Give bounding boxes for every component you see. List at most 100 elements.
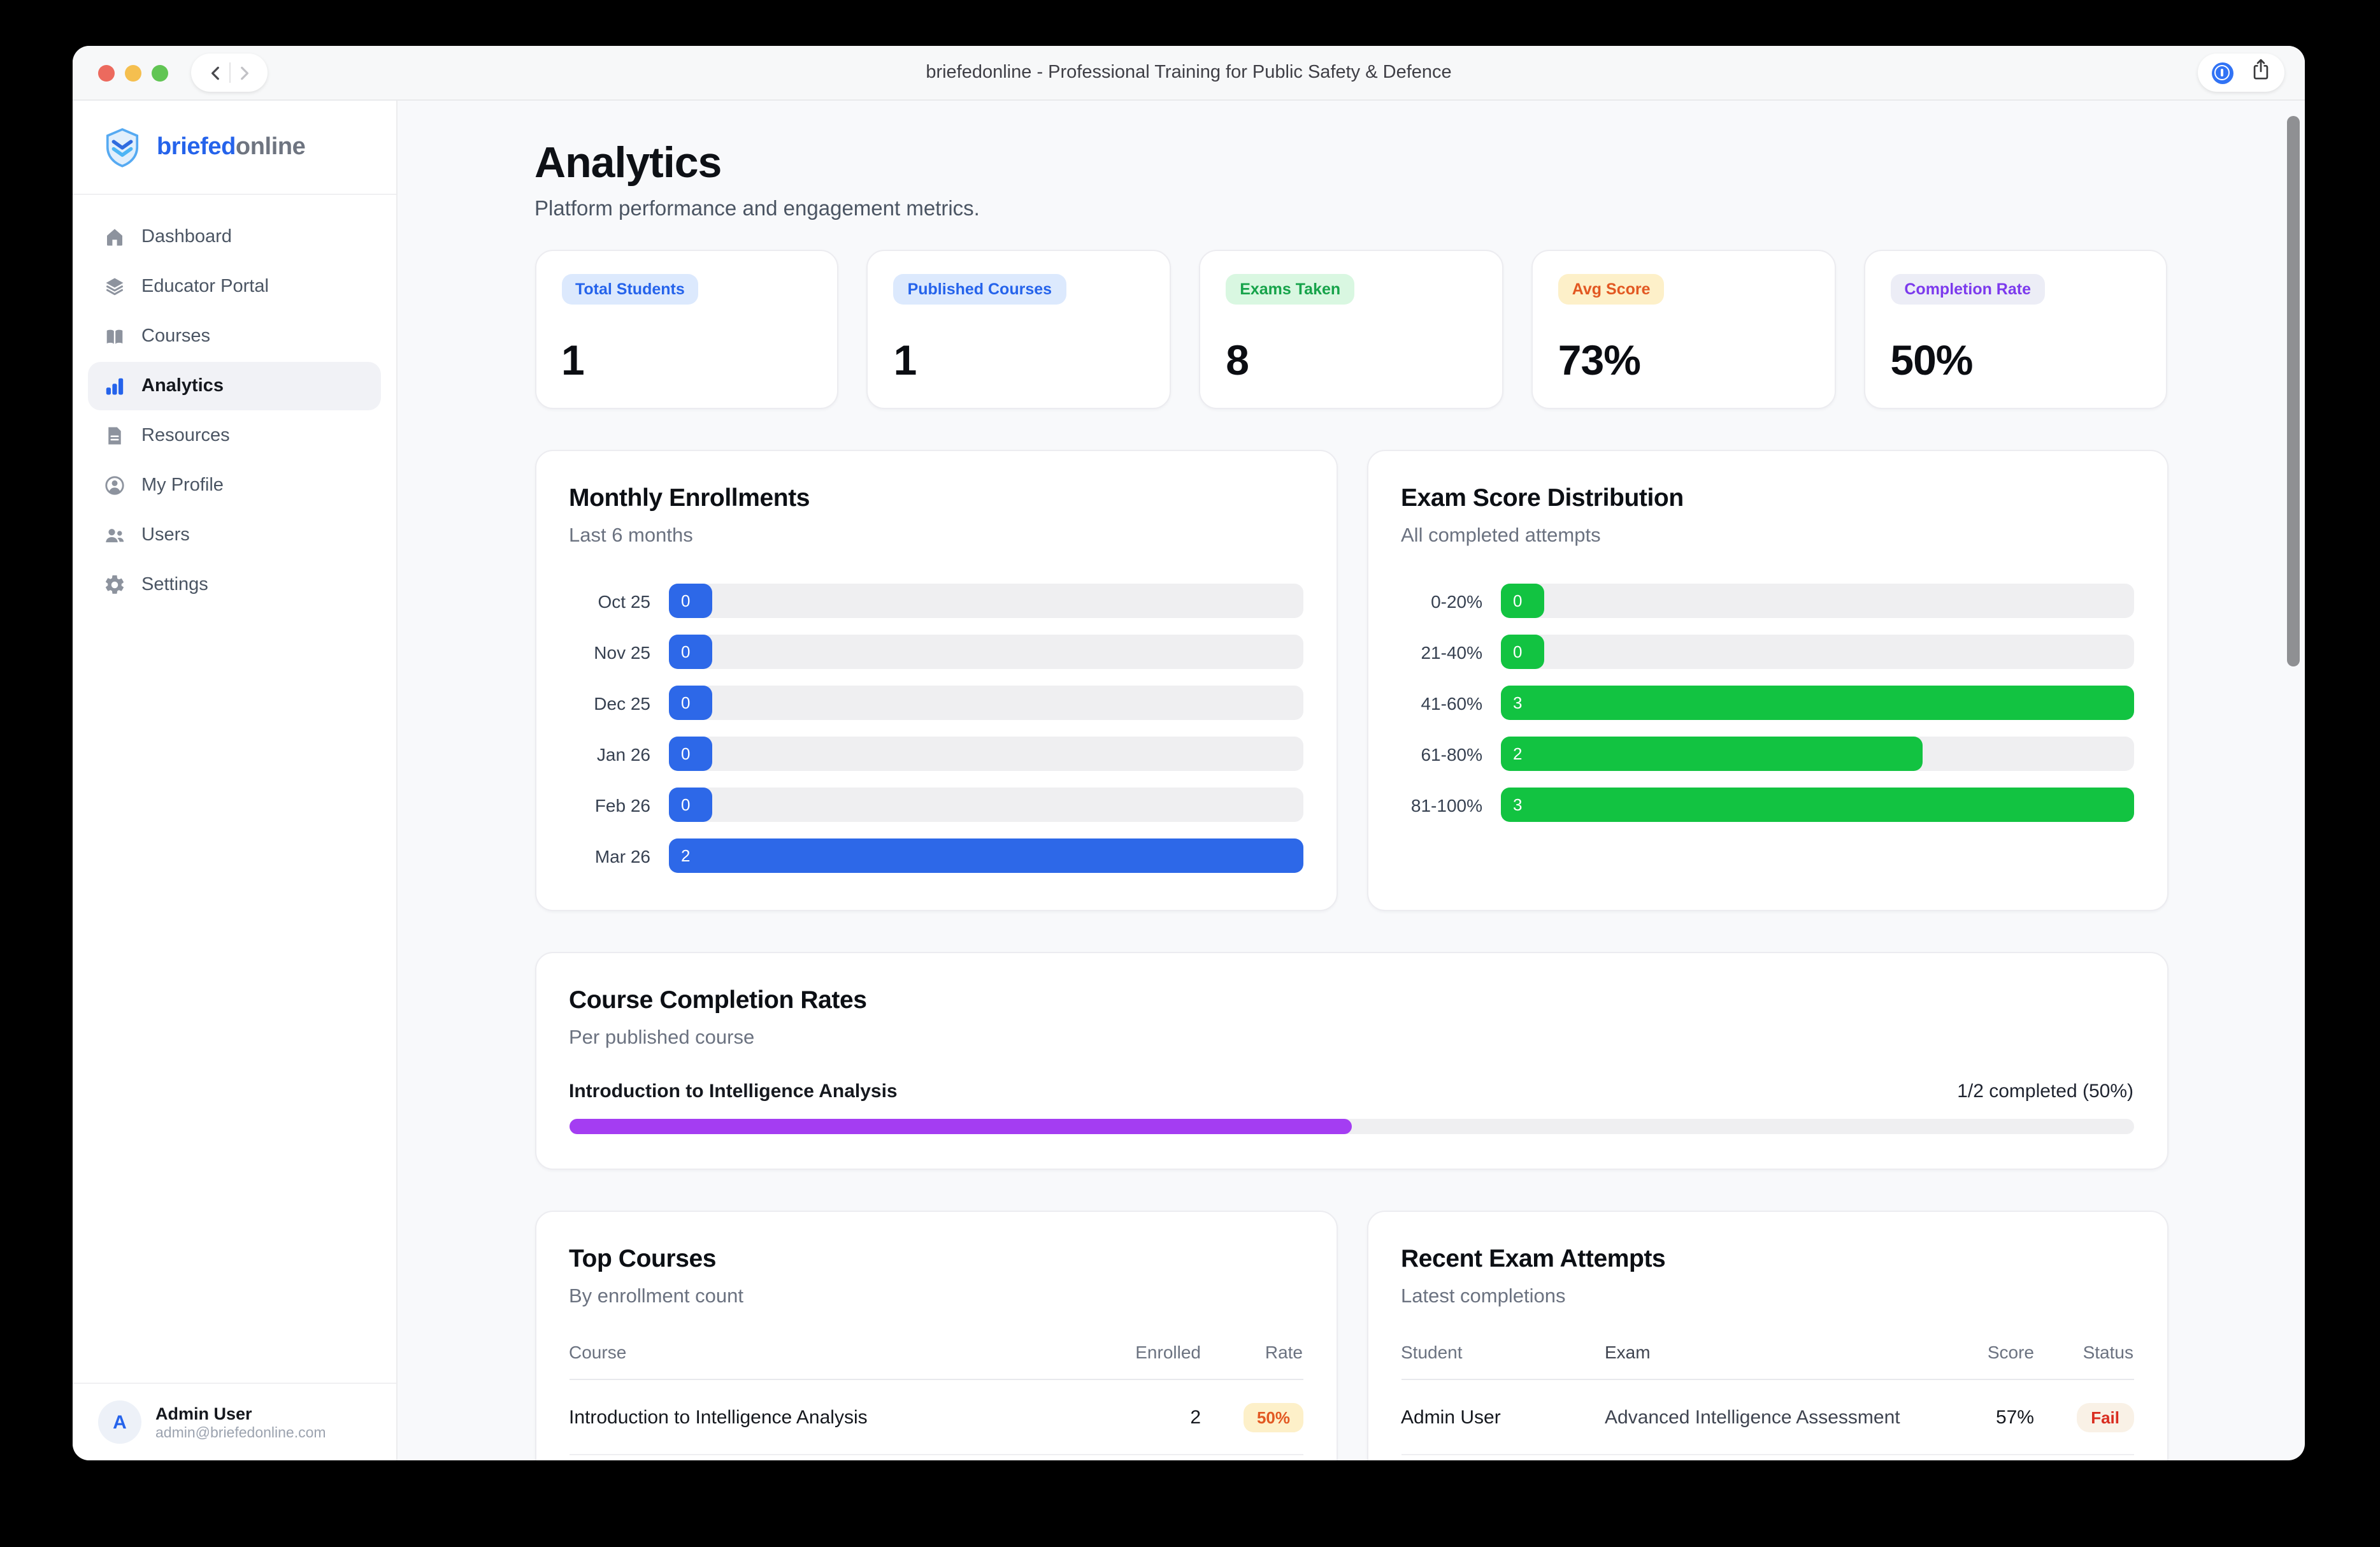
card-title: Exam Score Distribution <box>1401 484 1684 512</box>
sidebar-item-my-profile[interactable]: My Profile <box>88 461 381 510</box>
bar-fill: 0 <box>668 686 713 720</box>
share-icon[interactable] <box>2249 57 2271 88</box>
forward-button[interactable] <box>235 64 252 81</box>
bar-row: 21-40% 0 <box>1401 635 2133 669</box>
zoom-window-button[interactable] <box>152 64 168 81</box>
bar-value-label: 0 <box>681 642 691 661</box>
table-header: Student Exam Score Status <box>1401 1342 2133 1362</box>
bar-category-label: Mar 26 <box>594 845 650 866</box>
bar-value-label: 0 <box>1513 642 1523 661</box>
completion-summary: 1/2 completed (50%) <box>1957 1081 2133 1102</box>
bar-row: Jan 26 0 <box>569 737 1303 771</box>
bar-value-label: 2 <box>681 846 691 865</box>
password-manager-icon[interactable] <box>2211 62 2233 83</box>
sidebar-item-label: Dashboard <box>141 227 232 247</box>
stat-card-total-students: Total Students 1 <box>534 250 839 409</box>
monthly-enrollments-card: Monthly Enrollments Last 6 months Oct 25… <box>534 450 1337 911</box>
sidebar-item-label: Analytics <box>141 376 224 396</box>
bar-fill: 0 <box>668 584 713 618</box>
bar-track: 0 <box>668 788 1303 822</box>
column-header-course: Course <box>569 1342 627 1362</box>
bar-category-label: Nov 25 <box>594 642 650 662</box>
table-row: Introduction to Intelligence Analysis 2 … <box>569 1403 1303 1455</box>
sidebar-item-settings[interactable]: Settings <box>88 561 381 609</box>
stat-card-avg-score: Avg Score 73% <box>1531 250 1836 409</box>
minimize-window-button[interactable] <box>125 64 141 81</box>
column-header-score: Score <box>1987 1342 2034 1362</box>
bar-fill: 2 <box>1500 737 1923 771</box>
bar-row: 0-20% 0 <box>1401 584 2133 618</box>
exam-cell: Advanced Intelligence Assessment <box>1605 1407 1900 1428</box>
document-icon <box>108 427 121 445</box>
sidebar-user[interactable]: A Admin User admin@briefedonline.com <box>73 1383 396 1460</box>
bar-category-label: 61-80% <box>1421 744 1482 764</box>
sidebar-item-label: Resources <box>141 426 230 446</box>
exam-score-distribution-card: Exam Score Distribution All completed at… <box>1366 450 2168 911</box>
bar-chart-icon <box>106 378 124 395</box>
course-name: Introduction to Intelligence Analysis <box>569 1081 898 1102</box>
bar-row: Nov 25 0 <box>569 635 1303 669</box>
bar-track: 0 <box>1500 635 2133 669</box>
sidebar-item-label: Educator Portal <box>141 277 269 297</box>
exam-score-distribution-chart: 0-20% 0 21-40% 0 41-60% 3 <box>1401 584 2133 822</box>
user-email: admin@briefedonline.com <box>155 1425 326 1441</box>
sidebar-item-users[interactable]: Users <box>88 511 381 559</box>
bar-track: 0 <box>668 584 1303 618</box>
score-cell: 57% <box>1995 1407 2034 1428</box>
stat-value: 73% <box>1558 336 1641 384</box>
bar-value-label: 0 <box>681 693 691 712</box>
bar-fill: 0 <box>1500 635 1545 669</box>
sidebar-item-dashboard[interactable]: Dashboard <box>88 213 381 261</box>
bar-value-label: 0 <box>1513 591 1523 610</box>
card-title: Course Completion Rates <box>569 986 867 1014</box>
stat-value: 8 <box>1226 336 1249 384</box>
page-subtitle: Platform performance and engagement metr… <box>534 198 980 220</box>
gear-icon <box>105 575 124 594</box>
divider <box>229 62 230 83</box>
divider <box>569 1379 1303 1380</box>
stat-badge: Avg Score <box>1558 274 1665 305</box>
bar-fill: 0 <box>1500 584 1545 618</box>
stat-badge: Published Courses <box>893 274 1066 305</box>
users-icon <box>106 529 124 543</box>
bar-value-label: 0 <box>681 591 691 610</box>
bar-track: 3 <box>1500 788 2133 822</box>
bar-category-label: Oct 25 <box>598 591 651 611</box>
brand-logo[interactable]: briefedonline <box>73 101 396 195</box>
bar-fill: 2 <box>668 838 1303 873</box>
stat-value: 50% <box>1890 336 1973 384</box>
table-header: Course Enrolled Rate <box>569 1342 1303 1362</box>
bar-row: 61-80% 2 <box>1401 737 2133 771</box>
status-cell: Fail <box>2034 1403 2133 1432</box>
bar-track: 0 <box>1500 584 2133 618</box>
column-header-student: Student <box>1401 1342 1463 1362</box>
back-button[interactable] <box>207 64 224 81</box>
bar-fill: 0 <box>668 737 713 771</box>
rate-badge: 50% <box>1244 1403 1303 1432</box>
bar-category-label: 41-60% <box>1421 693 1482 713</box>
bar-track: 0 <box>668 737 1303 771</box>
sidebar-item-courses[interactable]: Courses <box>88 312 381 361</box>
bar-value-label: 0 <box>681 795 691 814</box>
bar-category-label: 81-100% <box>1410 795 1482 815</box>
vertical-scrollbar[interactable] <box>2287 116 2300 666</box>
status-badge: Fail <box>2077 1403 2133 1432</box>
sidebar-item-label: My Profile <box>141 475 224 496</box>
window-title: briefedonline - Professional Training fo… <box>926 62 1452 83</box>
close-window-button[interactable] <box>98 64 115 81</box>
sidebar-item-resources[interactable]: Resources <box>88 412 381 460</box>
bar-row: Mar 26 2 <box>569 838 1303 873</box>
stat-badge: Completion Rate <box>1890 274 2045 305</box>
main-content: Analytics Platform performance and engag… <box>398 101 2305 1460</box>
sidebar-item-analytics[interactable]: Analytics <box>88 362 381 410</box>
stats-row: Total Students 1 Published Courses 1 Exa… <box>534 250 2168 409</box>
bar-category-label: 21-40% <box>1421 642 1482 662</box>
bar-category-label: Jan 26 <box>596 744 650 764</box>
divider <box>1401 1379 2133 1380</box>
sidebar-item-educator-portal[interactable]: Educator Portal <box>88 263 381 311</box>
rate-cell: 50% <box>1201 1403 1303 1432</box>
card-subtitle: Per published course <box>569 1027 755 1049</box>
stat-badge: Total Students <box>561 274 699 305</box>
bar-track: 2 <box>668 838 1303 873</box>
app-window: briefedonline - Professional Training fo… <box>73 46 2305 1460</box>
